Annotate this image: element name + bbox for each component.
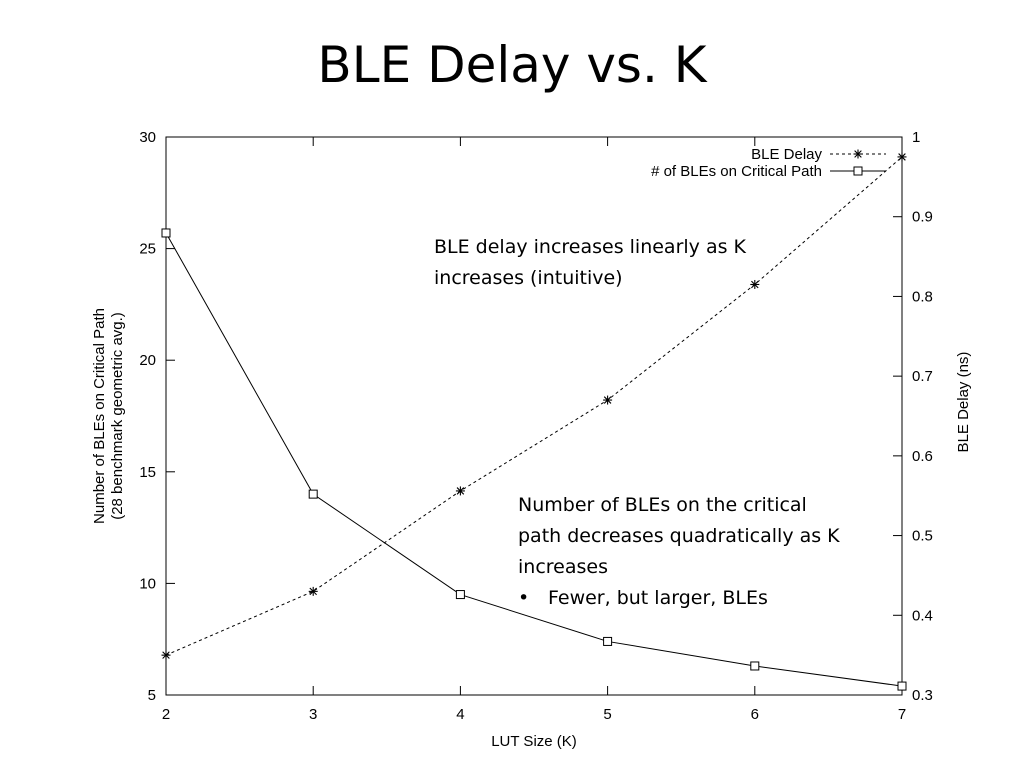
star-stroke	[898, 153, 906, 161]
y-right-tick-label: 0.8	[912, 288, 933, 305]
data-point-square	[603, 636, 613, 646]
delay-annotation-line-1: BLE delay increases linearly as K	[434, 236, 746, 258]
y-left-tick-label: 25	[139, 241, 156, 258]
y-left-tick-label: 15	[139, 464, 156, 481]
bullet-text: Fewer, but larger, BLEs	[548, 587, 768, 609]
data-point-star	[603, 395, 613, 405]
star-stroke	[751, 280, 759, 289]
legend-marker-star	[853, 149, 863, 159]
count-annotation: Number of BLEs on the critical path decr…	[518, 490, 840, 614]
y-left-axis-label-sub: (28 benchmark geometric avg.)	[109, 312, 126, 520]
star-stroke	[603, 396, 612, 404]
delay-annotation-line-2: increases (intuitive)	[434, 267, 623, 289]
data-point-square	[308, 489, 318, 499]
count-annotation-line-2: path decreases quadratically as K	[518, 525, 840, 547]
data-point-square	[161, 228, 171, 238]
star-stroke	[456, 487, 465, 495]
x-axis-label: LUT Size (K)	[491, 733, 577, 750]
star-stroke	[309, 587, 317, 596]
legend-label: # of BLEs on Critical Path	[651, 163, 822, 180]
series-line-1	[165, 232, 903, 687]
x-tick-label: 6	[751, 706, 759, 723]
legend-label: BLE Delay	[751, 146, 822, 163]
y-right-axis-label: BLE Delay (ns)	[955, 352, 972, 453]
axis-labels: LUT Size (K) Number of BLEs on Critical P…	[91, 308, 972, 750]
slide-title: BLE Delay vs. K	[317, 36, 707, 94]
star-stroke	[854, 150, 862, 158]
x-tick-label: 4	[456, 706, 464, 723]
legend: BLE Delay# of BLEs on Critical Path	[651, 146, 886, 180]
y-right-tick-label: 0.3	[912, 687, 933, 704]
star-stroke	[162, 651, 170, 659]
data-point-star	[750, 279, 760, 289]
data-point-square	[897, 681, 907, 691]
series-line-0	[165, 156, 903, 656]
data-point-star	[455, 486, 465, 496]
y-right-tick-label: 0.6	[912, 448, 933, 465]
x-tick-label: 3	[309, 706, 317, 723]
y-right-tick-label: 0.5	[912, 528, 933, 545]
series-layer	[161, 152, 907, 691]
y-left-tick-label: 30	[139, 129, 156, 146]
count-annotation-bullet: • Fewer, but larger, BLEs	[518, 583, 840, 614]
data-point-star	[897, 152, 907, 162]
x-tick-label: 2	[162, 706, 170, 723]
delay-annotation: BLE delay increases linearly as K increa…	[434, 232, 746, 294]
y-right-tick-label: 0.4	[912, 607, 933, 624]
x-tick-label: 7	[898, 706, 906, 723]
y-left-tick-label: 5	[148, 687, 156, 704]
legend-marker-square	[853, 166, 863, 176]
data-point-square	[455, 590, 465, 600]
y-right-tick-label: 0.7	[912, 368, 933, 385]
plot-frame	[165, 136, 903, 696]
y-left-tick-label: 10	[139, 575, 156, 592]
data-point-star	[308, 586, 318, 596]
count-annotation-line-3: increases	[518, 556, 608, 578]
y-left-axis-label: Number of BLEs on Critical Path	[91, 308, 108, 524]
bullet-mark: •	[518, 587, 530, 609]
ticks-layer: 2 3 4 5 6 7 5 10 15 20 25 30 0.3 0.4 0.5 0.6 0.7 0.8 0.9 1	[139, 129, 933, 723]
data-point-star	[161, 650, 171, 660]
y-right-tick-label: 0.9	[912, 209, 933, 226]
count-annotation-line-1: Number of BLEs on the critical	[518, 494, 807, 516]
y-right-tick-label: 1	[912, 129, 920, 146]
y-left-tick-label: 20	[139, 352, 156, 369]
data-point-square	[750, 661, 760, 671]
x-tick-label: 5	[603, 706, 611, 723]
